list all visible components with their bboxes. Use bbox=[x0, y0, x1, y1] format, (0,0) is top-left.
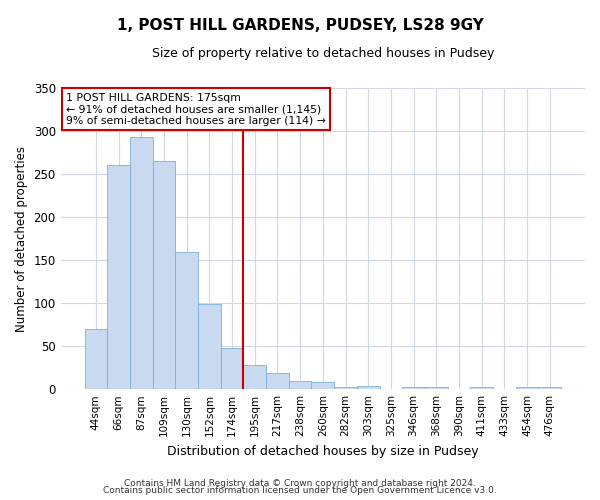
Bar bbox=[357, 386, 380, 389]
Bar bbox=[402, 386, 425, 389]
Text: Contains HM Land Registry data © Crown copyright and database right 2024.: Contains HM Land Registry data © Crown c… bbox=[124, 478, 476, 488]
Bar bbox=[289, 380, 311, 389]
Bar bbox=[175, 252, 198, 389]
Bar bbox=[311, 382, 334, 389]
Text: 1, POST HILL GARDENS, PUDSEY, LS28 9GY: 1, POST HILL GARDENS, PUDSEY, LS28 9GY bbox=[116, 18, 484, 32]
Bar bbox=[470, 388, 493, 389]
Bar bbox=[516, 388, 538, 389]
X-axis label: Distribution of detached houses by size in Pudsey: Distribution of detached houses by size … bbox=[167, 444, 479, 458]
Bar bbox=[85, 329, 107, 389]
Text: Contains public sector information licensed under the Open Government Licence v3: Contains public sector information licen… bbox=[103, 486, 497, 495]
Bar bbox=[244, 365, 266, 389]
Y-axis label: Number of detached properties: Number of detached properties bbox=[15, 146, 28, 332]
Title: Size of property relative to detached houses in Pudsey: Size of property relative to detached ho… bbox=[152, 48, 494, 60]
Bar bbox=[221, 348, 244, 389]
Bar bbox=[266, 373, 289, 389]
Bar bbox=[130, 137, 152, 389]
Bar bbox=[152, 161, 175, 389]
Bar bbox=[538, 388, 561, 389]
Text: 1 POST HILL GARDENS: 175sqm
← 91% of detached houses are smaller (1,145)
9% of s: 1 POST HILL GARDENS: 175sqm ← 91% of det… bbox=[66, 92, 326, 126]
Bar bbox=[334, 388, 357, 389]
Bar bbox=[198, 304, 221, 389]
Bar bbox=[107, 166, 130, 389]
Bar bbox=[425, 388, 448, 389]
